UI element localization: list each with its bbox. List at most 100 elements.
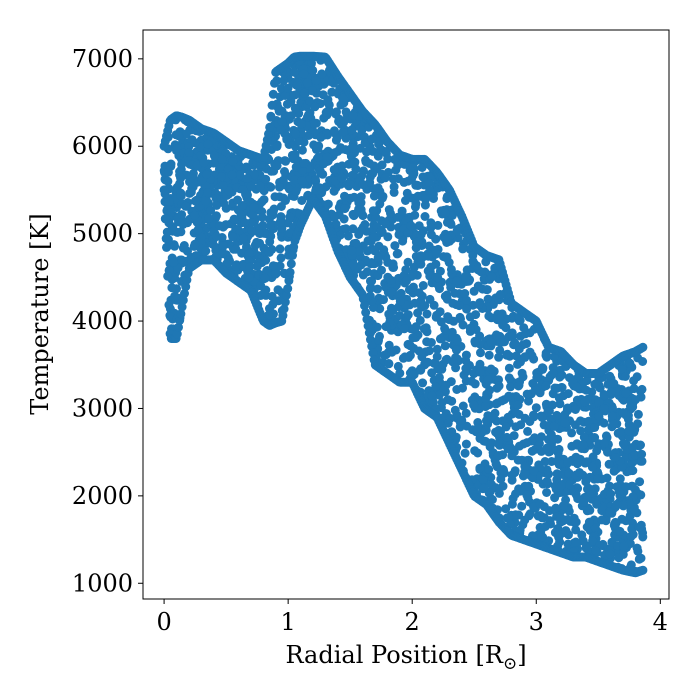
scatter-point bbox=[498, 481, 508, 491]
scatter-point bbox=[249, 170, 259, 180]
scatter-point bbox=[514, 381, 523, 391]
scatter-point bbox=[628, 442, 638, 452]
scatter-point bbox=[593, 474, 603, 484]
scatter-point bbox=[163, 176, 173, 186]
scatter-point bbox=[431, 249, 441, 259]
scatter-point bbox=[634, 522, 644, 532]
scatter-point bbox=[520, 469, 530, 479]
scatter-point bbox=[314, 152, 323, 162]
scatter-point bbox=[610, 453, 620, 462]
scatter-point bbox=[632, 543, 642, 553]
scatter-point bbox=[212, 232, 221, 242]
scatter-point bbox=[367, 134, 377, 144]
scatter-point bbox=[502, 349, 512, 359]
scatter-point bbox=[368, 348, 378, 358]
scatter-point bbox=[402, 188, 412, 198]
scatter-point bbox=[610, 517, 620, 527]
scatter-point bbox=[291, 129, 301, 139]
scatter-point bbox=[218, 240, 228, 250]
scatter-point bbox=[413, 237, 423, 246]
scatter-point bbox=[561, 526, 571, 536]
scatter-point bbox=[484, 350, 494, 360]
scatter-point bbox=[461, 273, 471, 283]
x-tick-label: 2 bbox=[405, 608, 420, 636]
scatter-point bbox=[621, 388, 631, 398]
scatter-point bbox=[265, 221, 275, 231]
scatter-point bbox=[384, 359, 394, 368]
scatter-point bbox=[246, 181, 256, 191]
scatter-point bbox=[341, 107, 351, 117]
scatter-point bbox=[578, 536, 588, 546]
scatter-point bbox=[440, 341, 450, 351]
scatter-point bbox=[620, 371, 630, 381]
scatter-point bbox=[358, 180, 368, 190]
scatter-point bbox=[297, 196, 307, 205]
scatter-point bbox=[373, 253, 383, 262]
scatter-point bbox=[299, 159, 309, 168]
scatter-point bbox=[579, 498, 589, 507]
scatter-point bbox=[283, 284, 293, 294]
scatter-point bbox=[420, 301, 430, 311]
scatter-point bbox=[432, 344, 442, 354]
scatter-point bbox=[288, 154, 298, 164]
scatter-point bbox=[401, 196, 410, 205]
scatter-point bbox=[347, 143, 357, 153]
scatter-point bbox=[555, 399, 565, 409]
scatter-point bbox=[330, 176, 340, 186]
scatter-point bbox=[581, 458, 591, 468]
scatter-point bbox=[458, 320, 468, 330]
scatter-point bbox=[201, 246, 211, 256]
scatter-point bbox=[440, 323, 450, 333]
y-tick-label: 6000 bbox=[72, 132, 133, 160]
scatter-point bbox=[571, 517, 581, 527]
scatter-point bbox=[231, 244, 241, 254]
scatter-point bbox=[368, 169, 378, 179]
scatter-point bbox=[167, 283, 177, 293]
scatter-point bbox=[537, 412, 547, 422]
scatter-point bbox=[238, 185, 248, 194]
scatter-point bbox=[504, 373, 514, 383]
scatter-point bbox=[571, 537, 581, 547]
scatter-point bbox=[162, 242, 171, 252]
scatter-point bbox=[518, 372, 528, 382]
scatter-point bbox=[364, 328, 374, 338]
scatter-point bbox=[425, 185, 435, 195]
scatter-point bbox=[413, 181, 423, 190]
scatter-point bbox=[219, 198, 229, 208]
scatter-point bbox=[399, 324, 409, 334]
scatter-point bbox=[631, 395, 640, 405]
scatter-point bbox=[633, 409, 643, 419]
scatter-point bbox=[172, 144, 182, 153]
scatter-point bbox=[465, 323, 475, 333]
scatter-point bbox=[164, 197, 174, 207]
scatter-point bbox=[203, 139, 213, 149]
scatter-point bbox=[322, 97, 332, 107]
scatter-point bbox=[369, 191, 379, 201]
scatter-point bbox=[492, 429, 502, 438]
scatter-point bbox=[549, 421, 559, 431]
scatter-point bbox=[343, 231, 353, 241]
scatter-point bbox=[486, 364, 496, 374]
scatter-point bbox=[169, 257, 179, 267]
scatter-point bbox=[590, 523, 600, 533]
scatter-point bbox=[403, 257, 413, 267]
scatter-point bbox=[405, 341, 415, 351]
scatter-point bbox=[507, 470, 517, 480]
scatter-point bbox=[419, 324, 429, 334]
scatter-point bbox=[413, 191, 423, 201]
scatter-point bbox=[362, 314, 372, 324]
scatter-point bbox=[599, 418, 609, 428]
scatter-point bbox=[387, 287, 396, 297]
scatter-point bbox=[402, 276, 411, 286]
scatter-point bbox=[493, 451, 503, 461]
scatter-point bbox=[615, 526, 625, 536]
scatter-point bbox=[338, 127, 348, 137]
scatter-point bbox=[212, 200, 222, 210]
scatter-point bbox=[238, 233, 248, 243]
scatter-point bbox=[612, 499, 622, 509]
scatter-point bbox=[280, 167, 289, 176]
scatter-point bbox=[275, 217, 285, 227]
scatter-point bbox=[403, 310, 413, 320]
scatter-point bbox=[638, 342, 648, 352]
scatter-point bbox=[418, 172, 428, 182]
